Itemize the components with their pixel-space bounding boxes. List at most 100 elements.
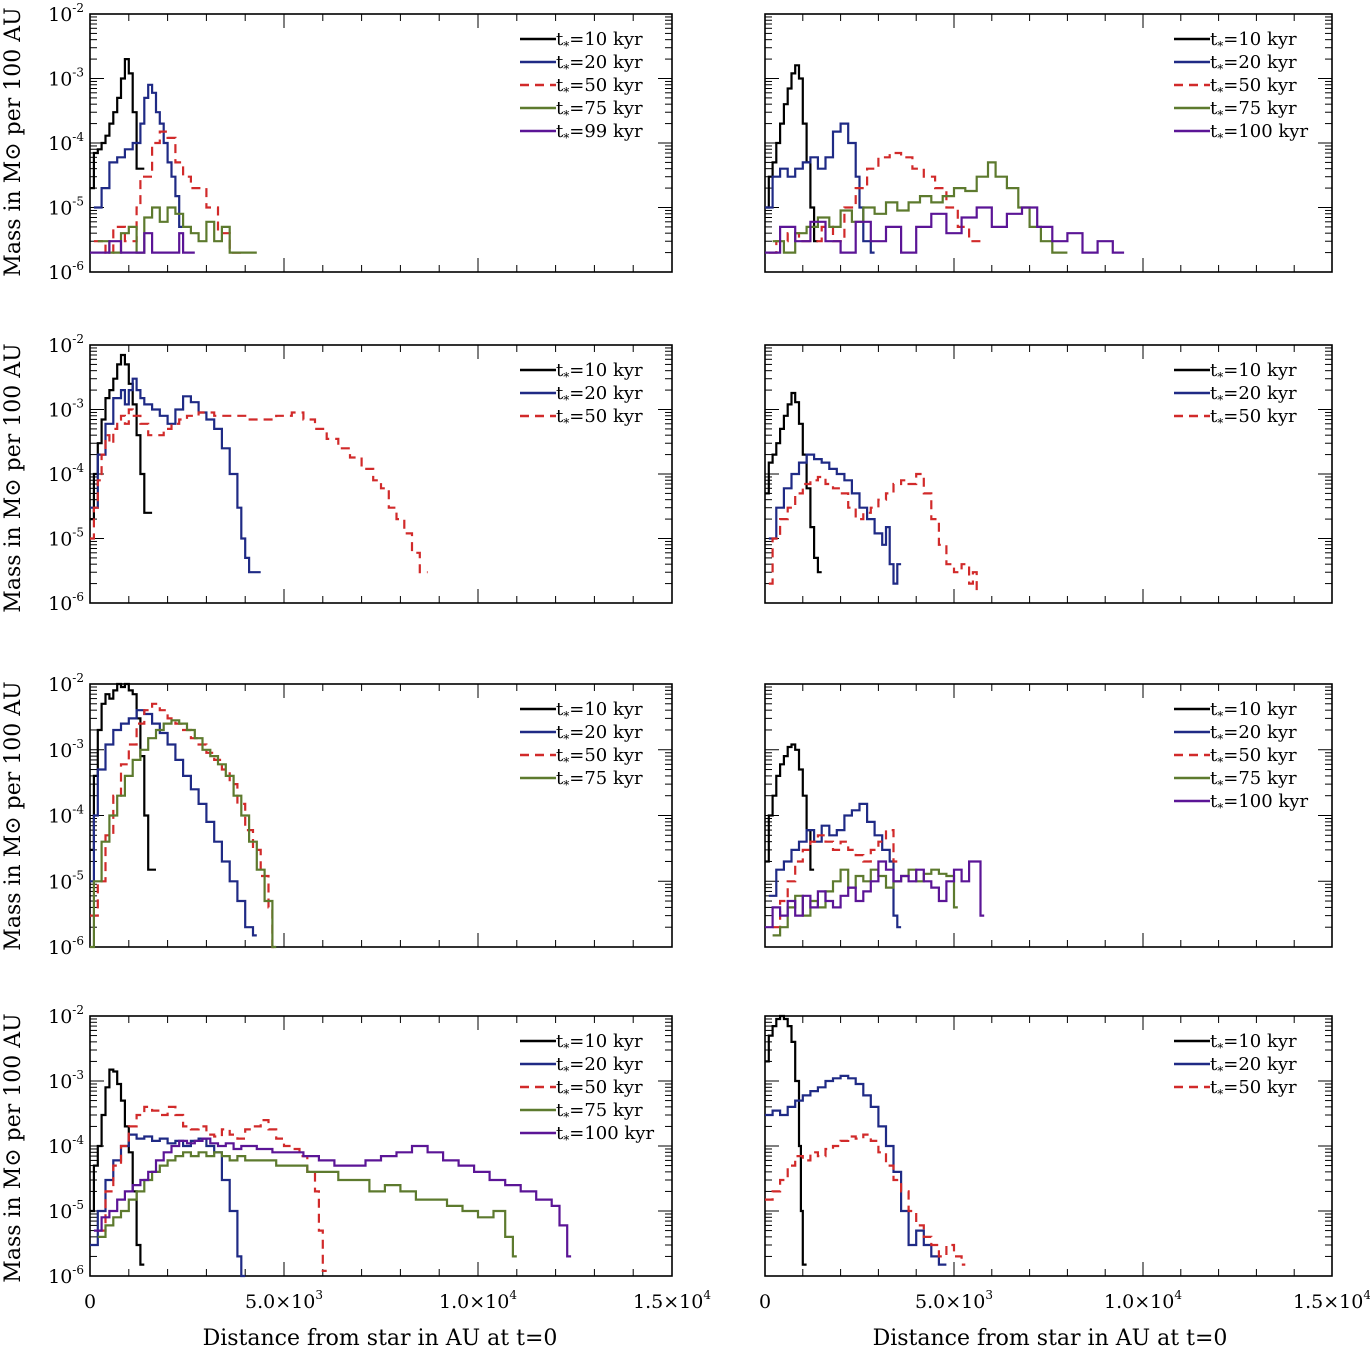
- legend-label: t*=99 kyr: [556, 121, 643, 145]
- legend-label: t*=100 kyr: [1210, 121, 1308, 145]
- y-tick-label: 10-3: [48, 1068, 84, 1093]
- x-axis-label-right: Distance from star in AU at t=0: [873, 1326, 1228, 1350]
- series-t-50-kyr: [765, 1133, 966, 1266]
- series-t-20-kyr: [765, 122, 875, 254]
- legend-label: t*=20 kyr: [556, 722, 643, 746]
- x-axis-labels: Distance from star in AU at t=0 Distance…: [203, 1326, 1228, 1350]
- series-t-20-kyr: [90, 709, 257, 937]
- x-axis-label-left: Distance from star in AU at t=0: [203, 1326, 558, 1350]
- legend-label: t*=20 kyr: [1210, 52, 1297, 76]
- series-t-75-kyr: [772, 161, 1068, 254]
- series-t-10-kyr: [765, 391, 822, 574]
- series-t-50-kyr: [772, 829, 898, 929]
- series-t-10-kyr: [90, 1068, 145, 1266]
- legend-label: t*=10 kyr: [1210, 1031, 1297, 1055]
- legend-label: t*=75 kyr: [556, 768, 643, 792]
- legend-label: t*=10 kyr: [1210, 699, 1297, 723]
- y-tick-label: 10-4: [48, 1133, 84, 1158]
- y-tick-label: 10-6: [48, 259, 84, 284]
- y-tick-label: 10-3: [48, 66, 84, 91]
- y-tick-label: 10-6: [48, 1263, 84, 1288]
- x-tick-label: 1.0×104: [1104, 1288, 1182, 1313]
- series-t-20-kyr: [768, 453, 902, 585]
- series-t-75-kyr: [97, 1151, 517, 1258]
- y-axis-labels: Mass in M⊙ per 100 AU Mass in M⊙ per 100…: [1, 7, 26, 1282]
- legend-label: t*=75 kyr: [1210, 768, 1297, 792]
- series-t-50-kyr: [90, 408, 428, 574]
- legend-label: t*=75 kyr: [556, 98, 643, 122]
- y-axis-label-row2: Mass in M⊙ per 100 AU: [1, 343, 26, 612]
- y-tick-label: 10-3: [48, 397, 84, 422]
- y-tick-label: 10-2: [48, 1, 84, 26]
- series-t-100-kyr: [93, 1137, 572, 1258]
- series-t-20-kyr: [93, 83, 184, 228]
- series-t-75-kyr: [90, 719, 277, 949]
- y-tick-label: 10-5: [48, 195, 84, 220]
- legend-label: t*=20 kyr: [1210, 722, 1297, 746]
- legend-label: t*=100 kyr: [556, 1123, 654, 1147]
- legend-label: t*=50 kyr: [556, 745, 643, 769]
- x-tick-label: 0: [84, 1291, 96, 1313]
- series-t-20-kyr: [765, 1074, 947, 1266]
- legend-label: t*=50 kyr: [1210, 745, 1297, 769]
- series-t-10-kyr: [90, 353, 153, 521]
- y-tick-label: 10-3: [48, 737, 84, 762]
- y-tick-label: 10-5: [48, 868, 84, 893]
- series-t-75-kyr: [772, 868, 958, 937]
- legend-label: t*=75 kyr: [556, 1100, 643, 1124]
- legend-label: t*=10 kyr: [556, 1031, 643, 1055]
- series-t-10-kyr: [765, 743, 815, 871]
- legend-label: t*=10 kyr: [556, 699, 643, 723]
- y-axis-label-row4: Mass in M⊙ per 100 AU: [1, 1013, 26, 1282]
- y-tick-label: 10-4: [48, 803, 84, 828]
- y-tick-label: 10-2: [48, 671, 84, 696]
- y-tick-label: 10-6: [48, 590, 84, 615]
- series-t-10-kyr: [765, 1014, 807, 1266]
- series-t-20-kyr: [90, 377, 261, 574]
- legend-label: t*=20 kyr: [556, 1054, 643, 1078]
- y-tick-label: 10-4: [48, 130, 84, 155]
- series-t-10-kyr: [90, 682, 156, 871]
- series-t-100-kyr: [765, 860, 985, 929]
- legend-label: t*=10 kyr: [1210, 29, 1297, 53]
- series-t-20-kyr: [90, 1133, 246, 1278]
- x-tick-label: 1.5×104: [633, 1288, 711, 1313]
- x-tick-label: 1.5×104: [1293, 1288, 1370, 1313]
- x-tick-label: 5.0×103: [915, 1288, 993, 1313]
- x-tick-label: 0: [759, 1291, 771, 1313]
- series-t-99-kyr: [90, 232, 195, 254]
- legend-label: t*=10 kyr: [556, 29, 643, 53]
- x-tick-label: 5.0×103: [245, 1288, 323, 1313]
- y-axis-label-row3: Mass in M⊙ per 100 AU: [1, 681, 26, 950]
- legend-label: t*=50 kyr: [1210, 406, 1297, 430]
- y-tick-label: 10-5: [48, 1198, 84, 1223]
- y-tick-label: 10-2: [48, 1003, 84, 1028]
- x-tick-label: 1.0×104: [439, 1288, 517, 1313]
- series-t-50-kyr: [768, 472, 981, 593]
- legend-label: t*=20 kyr: [1210, 383, 1297, 407]
- legend-label: t*=50 kyr: [556, 406, 643, 430]
- y-tick-label: 10-6: [48, 934, 84, 959]
- legend-label: t*=75 kyr: [1210, 98, 1297, 122]
- legend-label: t*=20 kyr: [1210, 1054, 1297, 1078]
- y-tick-label: 10-4: [48, 461, 84, 486]
- series-t-50-kyr: [768, 151, 985, 254]
- y-tick-label: 10-2: [48, 332, 84, 357]
- legend-label: t*=100 kyr: [1210, 791, 1308, 815]
- panel-row4-left: 10-6 10-5 10-4 10-3 10-2 0 5.0×103 1.0×104 1.5×1…: [48, 1003, 711, 1313]
- series-t-75-kyr: [97, 206, 257, 254]
- legend-label: t*=50 kyr: [1210, 1077, 1297, 1101]
- series-t-50-kyr: [97, 1105, 327, 1272]
- series-t-10-kyr: [765, 64, 818, 243]
- y-axis-label-row1: Mass in M⊙ per 100 AU: [1, 7, 26, 276]
- legend-label: t*=50 kyr: [556, 75, 643, 99]
- legend-label: t*=20 kyr: [556, 383, 643, 407]
- legend-label: t*=50 kyr: [1210, 75, 1297, 99]
- series-t-100-kyr: [765, 206, 1125, 254]
